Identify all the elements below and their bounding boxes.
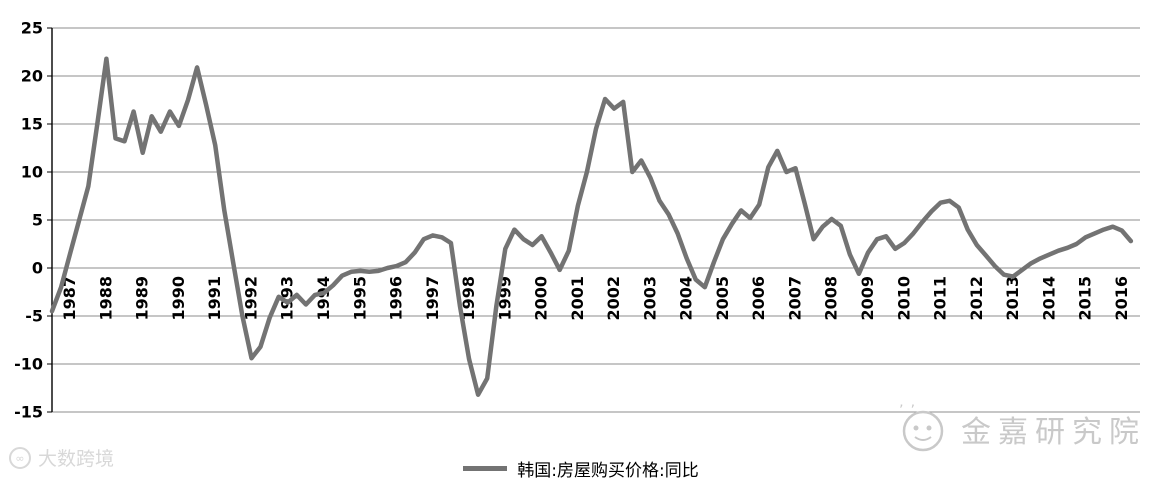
svg-text:-5: -5 (25, 307, 43, 326)
svg-text:1995: 1995 (350, 276, 369, 321)
svg-text:2008: 2008 (822, 276, 841, 321)
svg-text:2010: 2010 (894, 276, 913, 321)
dashu-logo-icon: ∞ (9, 446, 31, 469)
svg-text:2012: 2012 (967, 276, 986, 321)
svg-text:2016: 2016 (1112, 276, 1131, 321)
svg-text:1992: 1992 (241, 276, 260, 321)
svg-text:1997: 1997 (423, 276, 442, 321)
svg-text:2011: 2011 (931, 276, 950, 321)
svg-text:25: 25 (21, 19, 43, 38)
svg-text:1988: 1988 (96, 276, 115, 321)
svg-text:5: 5 (32, 211, 43, 230)
svg-text:2007: 2007 (785, 276, 804, 321)
svg-text:2009: 2009 (858, 276, 877, 321)
svg-text:1989: 1989 (133, 276, 152, 321)
svg-text:1993: 1993 (278, 276, 297, 321)
watermark-right-text: 金嘉研究院 (961, 415, 1146, 450)
svg-text:2003: 2003 (640, 276, 659, 321)
svg-text:1987: 1987 (60, 276, 79, 321)
svg-text:20: 20 (21, 67, 43, 86)
svg-text:2006: 2006 (749, 276, 768, 321)
svg-text:1996: 1996 (387, 276, 406, 321)
svg-text:1991: 1991 (205, 276, 224, 321)
svg-text:-15: -15 (14, 403, 43, 422)
svg-text:2005: 2005 (713, 276, 732, 321)
svg-text:-10: -10 (14, 355, 43, 374)
svg-text:2015: 2015 (1076, 276, 1095, 321)
svg-text:1990: 1990 (169, 276, 188, 321)
svg-text:0: 0 (32, 259, 43, 278)
svg-text:2004: 2004 (677, 276, 696, 321)
svg-text:∞: ∞ (15, 452, 24, 465)
watermark-left: ∞ 大数跨境 (8, 444, 114, 471)
svg-text:1994: 1994 (314, 276, 333, 321)
svg-text:15: 15 (21, 115, 43, 134)
chart-legend: 韩国:房屋购买价格:同比 (0, 456, 1162, 481)
svg-text:2013: 2013 (1003, 276, 1022, 321)
svg-text:2002: 2002 (604, 276, 623, 321)
svg-text:2014: 2014 (1039, 276, 1058, 321)
svg-text:2001: 2001 (568, 276, 587, 321)
jinjia-logo-icon: ’’ (899, 403, 944, 452)
legend-line-swatch (463, 466, 508, 471)
legend-label: 韩国:房屋购买价格:同比 (517, 461, 699, 481)
svg-text:1998: 1998 (459, 276, 478, 321)
svg-text:10: 10 (21, 163, 43, 182)
watermark-right: ’’ 金嘉研究院 (895, 403, 1146, 455)
svg-text:2000: 2000 (532, 276, 551, 321)
watermark-left-text: 大数跨境 (38, 448, 115, 470)
